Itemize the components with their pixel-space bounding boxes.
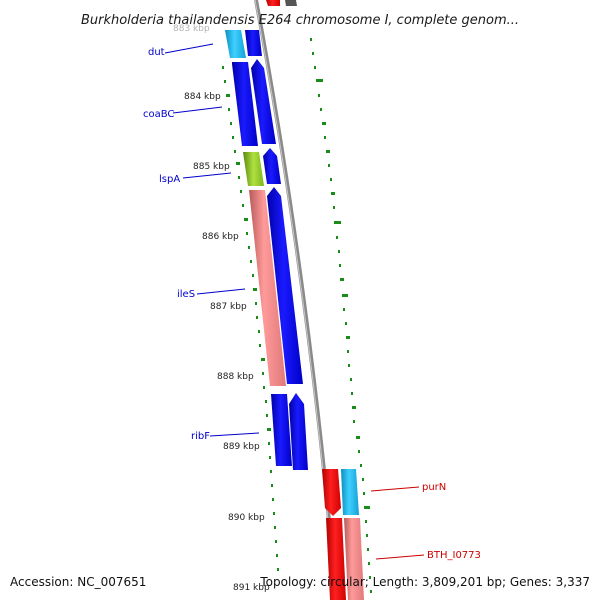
svg-text:purN: purN (422, 482, 446, 493)
cds-fwd-2[interactable] (251, 59, 276, 144)
cds-fwd-5[interactable] (289, 393, 308, 470)
svg-text:dut: dut (148, 47, 165, 58)
cds-BTH_I0773[interactable] (326, 518, 346, 600)
tick-label: 889 kbp (223, 442, 260, 452)
svg-text:ribF: ribF (191, 431, 210, 442)
gene-label-lspA[interactable]: lspA (159, 172, 232, 185)
tick-label: 888 kbp (217, 372, 254, 382)
backbone-arc-highlight (254, 0, 336, 600)
gene-label-purN[interactable]: purN (370, 482, 446, 493)
gene-label-BTH_I0773[interactable]: BTH_I0773 (375, 550, 481, 561)
map-title: Burkholderia thailandensis E264 chromoso… (81, 13, 519, 28)
tick-label: 891 kbp (233, 583, 270, 593)
cds-ileS[interactable] (249, 190, 286, 386)
cds-lspA[interactable] (243, 152, 264, 186)
gene-label-dut[interactable]: dut (148, 43, 214, 58)
svg-text:ileS: ileS (177, 289, 195, 300)
gc-content-marks-left (222, 66, 279, 571)
cds-ribF[interactable] (271, 394, 292, 466)
tick-label: 890 kbp (228, 513, 265, 523)
svg-text:BTH_I0773: BTH_I0773 (427, 550, 481, 561)
gene-label-ileS[interactable]: ileS (177, 288, 246, 300)
svg-text:lspA: lspA (159, 174, 180, 185)
cds-top-partial[interactable] (266, 0, 297, 6)
cds-purN-partner[interactable] (341, 469, 359, 515)
cds-fwd-1[interactable] (245, 30, 262, 56)
topology-text: Topology: circular; Length: 3,809,201 bp… (259, 575, 590, 589)
cds-purN[interactable] (322, 469, 341, 516)
gene-label-ribF[interactable]: ribF (191, 431, 260, 442)
gc-content-marks-right (310, 38, 372, 593)
cds-coaBC[interactable] (232, 62, 258, 146)
cds-fwd-4[interactable] (267, 187, 303, 384)
tick-label: 884 kbp (184, 92, 221, 102)
tick-label: 885 kbp (193, 162, 230, 172)
tick-labels: 883 kbp 884 kbp 885 kbp 886 kbp 887 kbp … (173, 24, 270, 593)
backbone-arc (254, 0, 338, 600)
tick-label: 883 kbp (173, 24, 210, 34)
cds-dut[interactable] (225, 30, 246, 58)
tick-label: 887 kbp (210, 302, 247, 312)
gene-label-coaBC[interactable]: coaBC (143, 106, 223, 120)
cds-fwd-3[interactable] (263, 148, 281, 184)
cds-BTH_I0773-partner[interactable] (344, 518, 364, 600)
tick-label: 886 kbp (202, 232, 239, 242)
svg-text:coaBC: coaBC (143, 109, 174, 120)
accession-text: Accession: NC_007651 (10, 575, 146, 589)
